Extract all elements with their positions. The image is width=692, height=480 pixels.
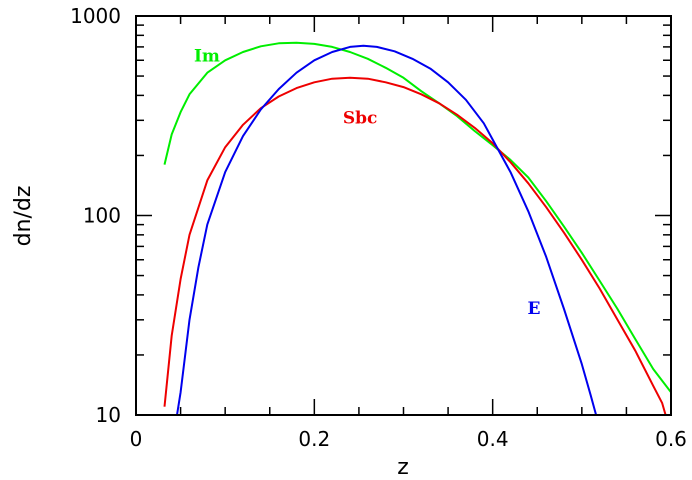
series-line-im <box>163 41 671 393</box>
y-tick-label: 100 <box>83 204 121 228</box>
tick-labels: 0 0.2 0.4 0.6 10 100 1000 <box>70 4 687 451</box>
x-axis-title: z <box>397 455 409 480</box>
x-tick-label: 0.2 <box>298 427 330 451</box>
series-curves <box>163 41 671 415</box>
x-tick-label: 0.4 <box>477 427 509 451</box>
plot-frame <box>135 15 672 416</box>
y-tick-label: 10 <box>96 403 121 427</box>
y-axis-title: dn/dz <box>11 186 36 247</box>
x-tick-label: 0 <box>130 427 143 451</box>
y-tick-label: 1000 <box>70 4 121 28</box>
series-labels: Im Sbc E <box>194 47 540 320</box>
series-label-sbc: Sbc <box>343 108 378 128</box>
series-line-sbc <box>163 76 667 415</box>
series-label-e: E <box>527 299 540 319</box>
x-tick-label: 0.6 <box>655 427 687 451</box>
series-label-im: Im <box>194 47 220 67</box>
series-line-e <box>176 44 598 415</box>
